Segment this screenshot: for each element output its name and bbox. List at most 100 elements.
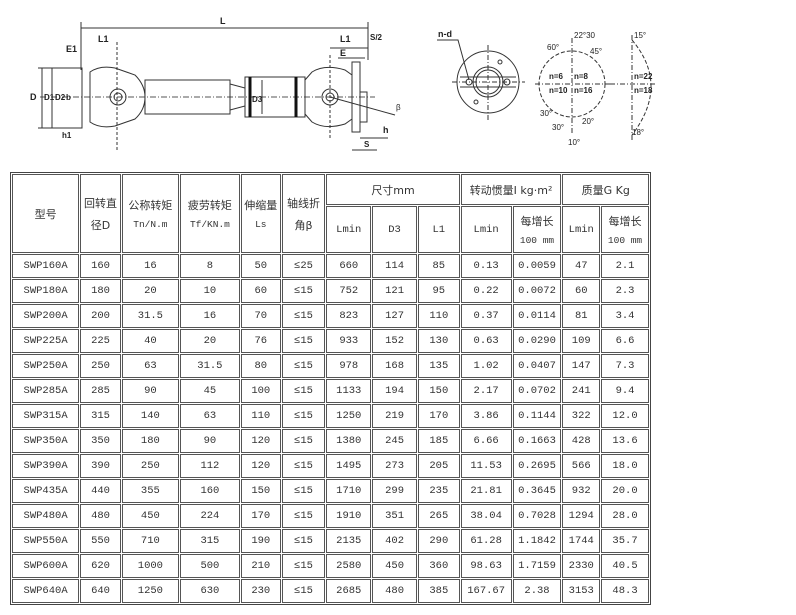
- table-cell: 620: [80, 554, 121, 578]
- table-cell: 322: [562, 404, 601, 428]
- header-dim-d3: D3: [372, 206, 417, 253]
- label-D3: D3: [252, 95, 263, 104]
- table-cell: ≤15: [281, 329, 326, 353]
- table-cell: 210: [240, 554, 281, 578]
- table-cell: 40.5: [601, 554, 649, 578]
- table-cell: 28.0: [601, 504, 649, 528]
- table-cell: 480: [372, 579, 417, 603]
- table-cell: 440: [80, 479, 121, 503]
- table-cell: ≤15: [281, 404, 326, 428]
- table-cell: 114: [372, 254, 417, 278]
- header-mass: 质量G Kg: [562, 174, 649, 205]
- table-cell: 61.28: [460, 529, 512, 553]
- table-cell: 180: [121, 429, 179, 453]
- table-cell: 315: [80, 404, 121, 428]
- table-row: SWP200A 200 31.5 16 70 ≤15 823 127 110 0.37 0.0114…: [12, 304, 649, 328]
- table-cell: SWP600A: [12, 554, 80, 578]
- table-cell: 6.66: [460, 429, 512, 453]
- table-cell: 450: [121, 504, 179, 528]
- table-cell: 95: [417, 279, 460, 303]
- table-row: SWP160A 160 16 8 50 ≤25 660 114 85 0.13 0.0059 47 2.…: [12, 254, 649, 278]
- header-subrow: Lmin D3 L1 Lmin 每增长 100 mm Lmin 每增长 100 mm: [12, 206, 649, 253]
- table-cell: 180: [80, 279, 121, 303]
- table-row: SWP390A 390 250 112 120 ≤15 1495 273 205 11.53 0.2…: [12, 454, 649, 478]
- table-cell: 1495: [326, 454, 372, 478]
- label-h1: h1: [62, 131, 72, 140]
- table-cell: 0.0702: [512, 379, 562, 403]
- table-cell: 90: [179, 429, 240, 453]
- table-cell: 120: [240, 429, 281, 453]
- table-cell: ≤15: [281, 279, 326, 303]
- label-beta: β: [396, 103, 401, 112]
- table-cell: 100: [240, 379, 281, 403]
- table-cell: 150: [240, 479, 281, 503]
- table-cell: 566: [562, 454, 601, 478]
- table-cell: 230: [240, 579, 281, 603]
- label-20deg: 20°: [582, 117, 594, 126]
- table-cell: 224: [179, 504, 240, 528]
- table-cell: 390: [80, 454, 121, 478]
- table-cell: 121: [372, 279, 417, 303]
- table-cell: 70: [240, 304, 281, 328]
- label-D: D: [30, 92, 37, 102]
- table-cell: 0.1663: [512, 429, 562, 453]
- table-cell: 6.6: [601, 329, 649, 353]
- table-cell: 0.1144: [512, 404, 562, 428]
- shaft-technical-drawing: L L1 L1 E1 E S/2 D D1 D2 b D3 h1 h S β n…: [30, 16, 655, 152]
- table-cell: 1294: [562, 504, 601, 528]
- header-angle: 轴线折 角β: [281, 174, 326, 253]
- table-cell: 752: [326, 279, 372, 303]
- label-15deg: 15°: [634, 31, 646, 40]
- table-cell: 63: [121, 354, 179, 378]
- header-mass-per100: 每增长 100 mm: [601, 206, 649, 253]
- header-mass-lmin: Lmin: [562, 206, 601, 253]
- table-cell: 2.38: [512, 579, 562, 603]
- table-cell: 20: [121, 279, 179, 303]
- table-cell: SWP350A: [12, 429, 80, 453]
- table-cell: 7.3: [601, 354, 649, 378]
- table-cell: 630: [179, 579, 240, 603]
- label-60deg: 60°: [547, 43, 559, 52]
- table-row: SWP435A 440 355 160 150 ≤15 1710 299 235 21.81 0.3…: [12, 479, 649, 503]
- table-cell: 1000: [121, 554, 179, 578]
- table-cell: 168: [372, 354, 417, 378]
- table-cell: 20.0: [601, 479, 649, 503]
- table-cell: 932: [562, 479, 601, 503]
- table-cell: 1.7159: [512, 554, 562, 578]
- table-cell: SWP315A: [12, 404, 80, 428]
- label-18deg: 18°: [632, 128, 644, 137]
- table-cell: ≤15: [281, 579, 326, 603]
- table-cell: 35.7: [601, 529, 649, 553]
- table-cell: 170: [240, 504, 281, 528]
- label-L1-left: L1: [98, 34, 109, 44]
- table-cell: 2.17: [460, 379, 512, 403]
- table-cell: 1.1842: [512, 529, 562, 553]
- table-cell: 0.22: [460, 279, 512, 303]
- table-cell: 147: [562, 354, 601, 378]
- table-cell: ≤15: [281, 554, 326, 578]
- header-dim-l1: L1: [417, 206, 460, 253]
- table-cell: 10: [179, 279, 240, 303]
- label-n10: n=10: [549, 86, 568, 95]
- table-cell: ≤15: [281, 504, 326, 528]
- table-cell: 63: [179, 404, 240, 428]
- table-cell: 12.0: [601, 404, 649, 428]
- header-inertia-lmin: Lmin: [460, 206, 512, 253]
- table-cell: ≤15: [281, 304, 326, 328]
- table-cell: 60: [562, 279, 601, 303]
- table-cell: 219: [372, 404, 417, 428]
- table-cell: 9.4: [601, 379, 649, 403]
- table-cell: 160: [80, 254, 121, 278]
- table-cell: 1.02: [460, 354, 512, 378]
- table-cell: SWP390A: [12, 454, 80, 478]
- table-cell: 16: [179, 304, 240, 328]
- table-cell: SWP200A: [12, 304, 80, 328]
- table-cell: 21.81: [460, 479, 512, 503]
- table-cell: 167.67: [460, 579, 512, 603]
- label-D2: D2: [55, 93, 66, 102]
- header-inertia-per100: 每增长 100 mm: [512, 206, 562, 253]
- label-45deg: 45°: [590, 47, 602, 56]
- table-cell: SWP285A: [12, 379, 80, 403]
- table-cell: 235: [417, 479, 460, 503]
- table-cell: 500: [179, 554, 240, 578]
